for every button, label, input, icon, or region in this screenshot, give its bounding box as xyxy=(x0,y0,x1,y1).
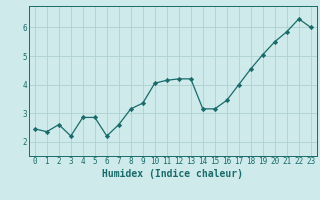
X-axis label: Humidex (Indice chaleur): Humidex (Indice chaleur) xyxy=(102,169,243,179)
